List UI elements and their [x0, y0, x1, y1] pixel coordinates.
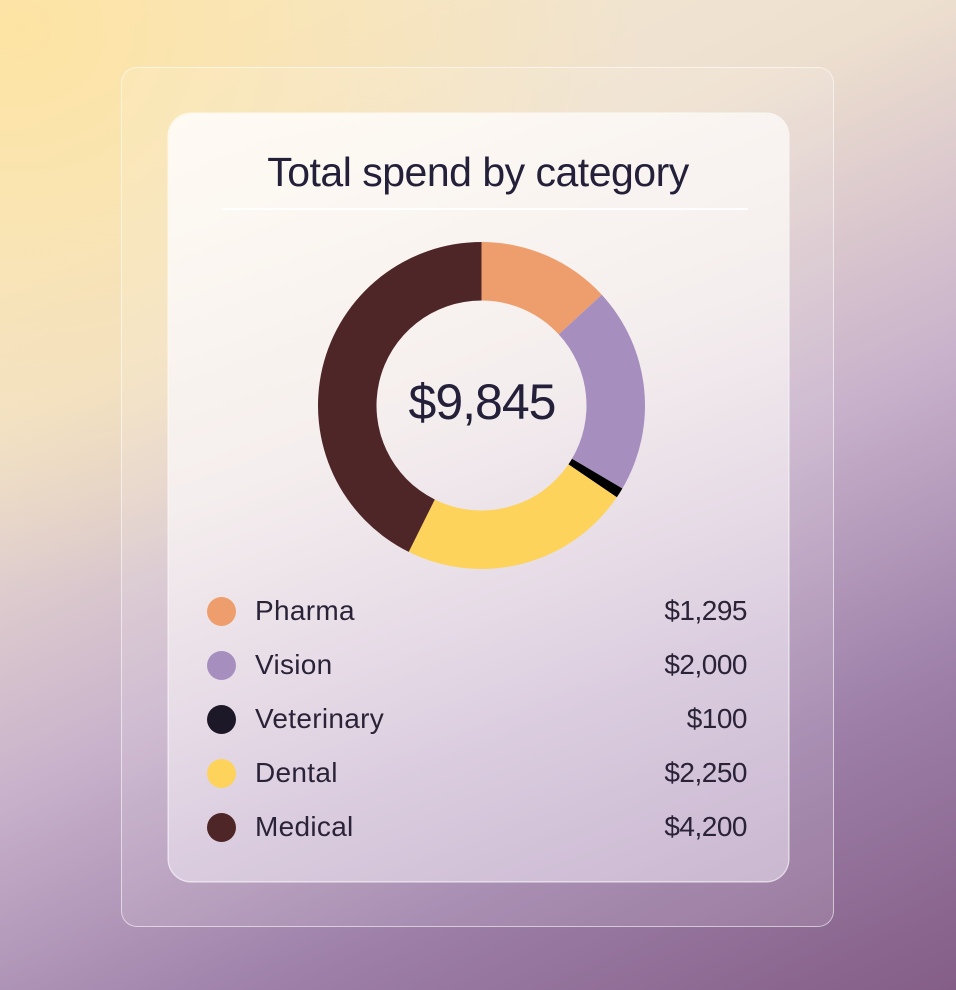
donut-slice-veterinary: [568, 458, 623, 498]
legend-dot-vision: [207, 650, 236, 680]
donut-chart: [318, 242, 645, 569]
legend-value-pharma: $1,295: [664, 595, 747, 626]
legend-item-dental: Dental $2,250: [207, 746, 747, 800]
legend-value-veterinary: $100: [686, 703, 748, 734]
donut-total-label: $9,845: [408, 374, 557, 430]
donut-slice-pharma: [481, 242, 602, 335]
legend-value-medical: $4,200: [664, 811, 747, 842]
legend-value-dental: $2,250: [664, 757, 747, 788]
legend-dot-dental: [207, 758, 236, 788]
legend-label-dental: Dental: [255, 757, 338, 788]
legend-label-veterinary: Veterinary: [255, 703, 385, 734]
chart-title: Total spend by category: [267, 149, 689, 195]
legend-item-pharma: Pharma $1,295: [207, 584, 747, 638]
donut-slice-dental: [408, 464, 617, 569]
legend-dot-pharma: [207, 596, 236, 626]
legend-value-vision: $2,000: [664, 649, 747, 680]
legend-item-vision: Vision $2,000: [207, 638, 747, 692]
donut-slice-vision: [558, 294, 645, 489]
legend-dot-medical: [207, 812, 236, 842]
legend-label-pharma: Pharma: [255, 595, 355, 626]
donut-slice-medical: [318, 242, 482, 552]
chart-card: [169, 114, 788, 881]
legend-item-medical: Medical $4,200: [207, 800, 747, 854]
legend-label-vision: Vision: [255, 649, 333, 680]
chart-legend: Pharma $1,295 Vision $2,000 Veterinary $…: [207, 584, 748, 854]
title-divider: [222, 208, 748, 210]
legend-item-veterinary: Veterinary $100: [207, 692, 748, 746]
legend-label-medical: Medical: [255, 811, 354, 842]
legend-dot-veterinary: [207, 704, 236, 734]
